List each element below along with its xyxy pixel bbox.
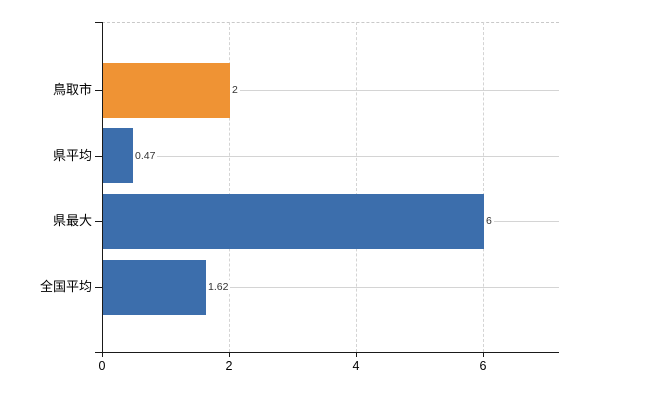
x-tick [102, 352, 103, 357]
x-tick-label: 6 [479, 359, 487, 373]
value-label: 1.62 [206, 280, 231, 294]
value-label: 0.47 [133, 148, 158, 163]
y-tick [95, 90, 102, 91]
x-tick [483, 352, 484, 357]
x-tick [229, 352, 230, 357]
category-label: 県最大 [52, 213, 92, 229]
x-axis [95, 352, 559, 353]
vertical-gridline [483, 22, 484, 352]
bar [103, 62, 230, 118]
x-tick [356, 352, 357, 357]
category-label: 全国平均 [39, 279, 92, 294]
y-axis [102, 22, 103, 352]
vertical-gridline [356, 22, 357, 352]
horizontal-gridline [102, 90, 559, 91]
x-tick-label: 0 [98, 359, 106, 373]
y-tick [95, 287, 102, 288]
x-tick-label: 4 [352, 359, 360, 373]
y-tick [95, 155, 102, 157]
value-label: 6 [484, 214, 494, 229]
y-tick [95, 221, 102, 223]
horizontal-gridline [102, 287, 559, 288]
bar [103, 259, 206, 315]
bar [103, 128, 133, 184]
bar [103, 193, 484, 249]
category-label: 鳥取市 [52, 82, 92, 97]
y-tick [95, 22, 102, 23]
plot-top-border [102, 22, 559, 23]
horizontal-gridline [102, 155, 559, 157]
vertical-gridline [229, 22, 230, 352]
category-label: 県平均 [52, 147, 92, 163]
value-label: 2 [230, 83, 240, 97]
x-tick-label: 2 [225, 359, 233, 373]
